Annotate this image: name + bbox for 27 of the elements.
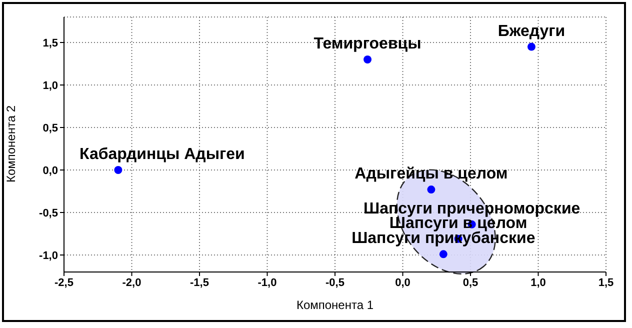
annotation: Шапсуги причерноморские [364, 200, 580, 218]
x-tick-label: -1,5 [190, 276, 209, 289]
x-tick-label: -2,0 [122, 276, 142, 289]
x-tick-label: 1,5 [598, 276, 614, 289]
y-tick-label: 0,0 [42, 164, 58, 177]
x-tick-label: 0,5 [462, 276, 478, 289]
x-tick-label: -1,0 [258, 276, 277, 289]
annotation: Темиргоевцы [314, 36, 422, 52]
x-tick-label: 0,0 [395, 276, 410, 289]
point [114, 166, 122, 174]
annotation: Бжедуги [498, 22, 566, 40]
y-tick-label: -1,0 [39, 250, 58, 262]
y-tick-label: 1,5 [42, 37, 58, 50]
x-tick-label: 1,0 [530, 276, 546, 289]
x-tick-label: -2,5 [54, 276, 74, 289]
y-tick-label: 0,5 [42, 122, 58, 134]
x-axis-title: Компонента 1 [295, 298, 375, 312]
y-tick-label: 1,0 [42, 80, 58, 92]
point [364, 56, 372, 64]
y-tick-label: -0,5 [39, 207, 58, 220]
point [439, 250, 448, 258]
x-tick-label: -0,5 [326, 276, 344, 289]
annotation: Адыгейцы в целом [354, 166, 508, 183]
y-axis-title: Компонента 2 [4, 105, 18, 183]
point [527, 42, 536, 51]
annotation: Кабардинцы Адыгеи [80, 146, 245, 163]
point [427, 186, 436, 194]
